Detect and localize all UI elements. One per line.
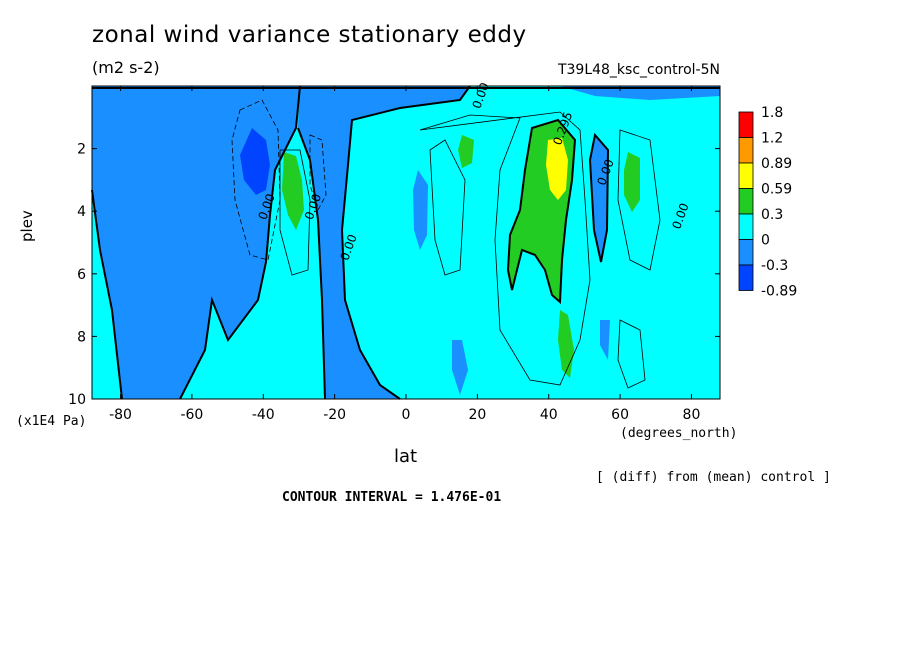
- colorbar-legend: 1.8 1.2 0.89 0.59 0.3 0 -0.3 -0.89: [738, 105, 797, 300]
- colorbar-label: 0.59: [761, 182, 792, 198]
- colorbar-swatch: [738, 213, 754, 240]
- colorbar-label: 0: [761, 233, 770, 249]
- x-tick-label: 80: [683, 407, 701, 423]
- colorbar-label: 0.3: [761, 207, 783, 223]
- y-tick-label: 6: [77, 267, 86, 283]
- contour-positive-thin3: [617, 319, 646, 389]
- colorbar-label: -0.89: [761, 284, 797, 300]
- chart-units: (m2 s-2): [92, 58, 160, 77]
- x-tick-label: -20: [323, 407, 346, 423]
- x-tick-label: 20: [468, 407, 486, 423]
- contour-negative-dashed: [231, 99, 281, 261]
- x-axis-label: lat: [394, 446, 418, 467]
- y-tick-label: 8: [77, 329, 86, 345]
- x-tick-label: 0: [402, 407, 411, 423]
- contour-positive-thin4: [429, 139, 466, 276]
- x-axis-ticks: -80 -60 -40 -20 0 20 40 60 80: [109, 86, 700, 423]
- run-name: T39L48_ksc_control-5N: [557, 62, 720, 78]
- contour-positive-thin: [419, 111, 591, 386]
- colorbar-swatch: [738, 111, 754, 138]
- colorbar-swatch: [738, 239, 754, 266]
- colorbar-label: 1.8: [761, 105, 783, 121]
- contour-positive-thin5: [279, 149, 311, 276]
- x-tick-label: -40: [252, 407, 275, 423]
- colorbar-swatch: [738, 137, 754, 164]
- y-tick-label: 4: [77, 204, 86, 220]
- colorbar-swatch: [738, 188, 754, 215]
- colorbar-label: -0.3: [761, 258, 788, 274]
- x-tick-label: 60: [611, 407, 629, 423]
- contour-zero-west: [91, 189, 123, 400]
- colorbar-label: 1.2: [761, 131, 783, 147]
- contour-zero-east: [588, 132, 610, 263]
- colorbar-label: 0.89: [761, 156, 792, 172]
- strong-negative-region: [240, 128, 270, 195]
- maximum-region: [546, 138, 568, 200]
- contour-interval: CONTOUR INTERVAL = 1.476E-01: [282, 490, 502, 505]
- y-axis-label: plev: [18, 210, 36, 242]
- x-tick-label: -80: [109, 407, 132, 423]
- negative-region-center: [298, 86, 470, 399]
- negative-region-top-right: [560, 86, 720, 100]
- colorbar-swatch: [738, 264, 754, 291]
- y-axis-units: (x1E4 Pa): [16, 414, 87, 429]
- contour-negative-dashed2: [309, 134, 327, 212]
- colorbar-swatch: [738, 162, 754, 189]
- y-axis-ticks: 2 4 6 8 10: [68, 142, 720, 408]
- positive-region-small1: [458, 135, 474, 168]
- negative-region-ne: [600, 320, 610, 360]
- x-tick-label: 40: [540, 407, 558, 423]
- x-tick-label: -60: [180, 407, 203, 423]
- contour-positive-thin2: [617, 129, 661, 271]
- contour-zero-west2: [179, 85, 301, 400]
- x-axis-units: (degrees_north): [620, 426, 738, 441]
- positive-region-small2: [624, 152, 640, 212]
- positive-region-south: [282, 152, 304, 230]
- diff-note: [ (diff) from (mean) control ]: [596, 470, 831, 485]
- negative-region-tropic: [452, 340, 468, 395]
- contour-zero-center: [297, 127, 326, 400]
- y-tick-label: 10: [68, 392, 86, 408]
- contour-zero-green: [506, 118, 577, 305]
- contour-zero-center2: [340, 85, 471, 400]
- positive-region-low: [558, 310, 574, 378]
- negative-region-mid: [413, 170, 428, 250]
- y-tick-label: 2: [77, 142, 86, 158]
- chart-title: zonal wind variance stationary eddy: [92, 22, 527, 48]
